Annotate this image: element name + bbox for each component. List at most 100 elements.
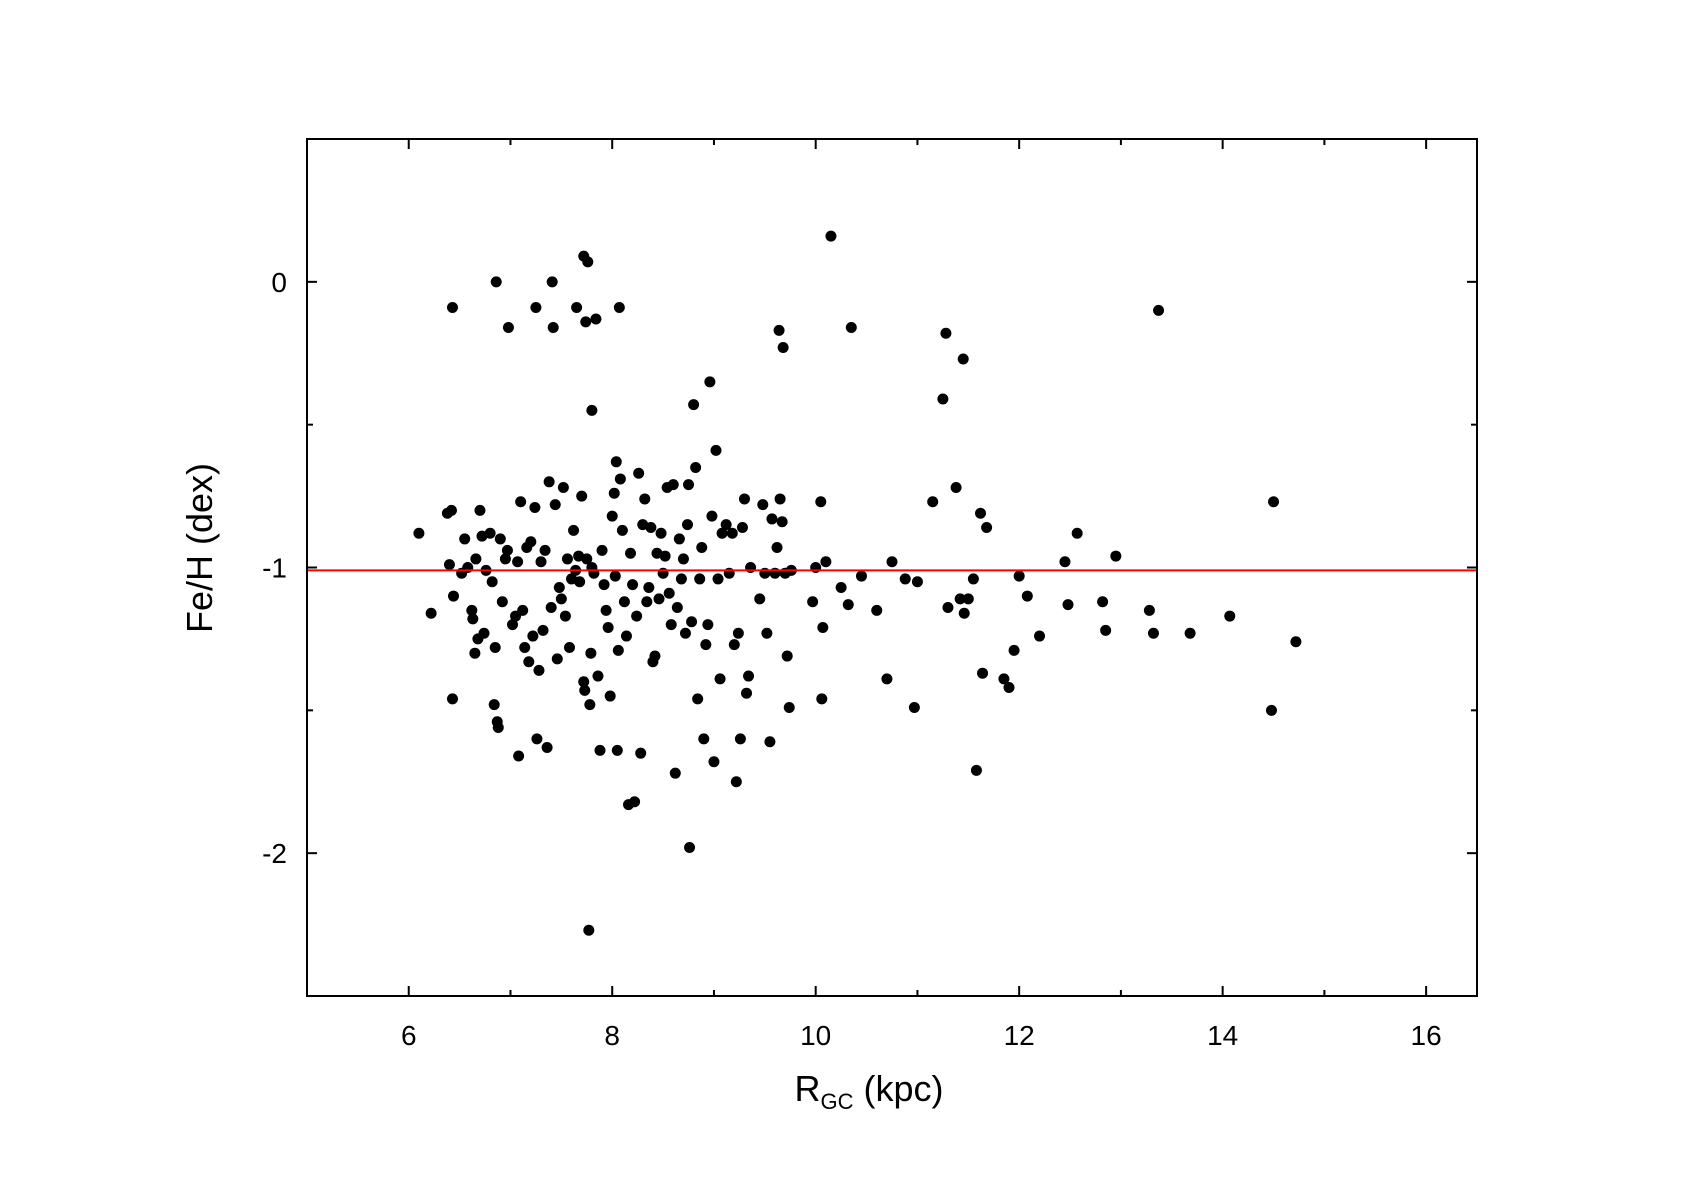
- data-point: [490, 276, 502, 288]
- data-point: [1071, 527, 1083, 539]
- data-point: [561, 553, 573, 565]
- data-point: [553, 581, 565, 593]
- data-point: [981, 522, 993, 534]
- data-point: [998, 673, 1010, 685]
- data-point: [669, 767, 681, 779]
- data-point: [1021, 590, 1033, 602]
- x-axis-title: RGC (kpc): [795, 1068, 944, 1114]
- data-point: [489, 641, 501, 653]
- data-point: [585, 647, 597, 659]
- data-point: [1003, 681, 1015, 693]
- data-point: [855, 570, 867, 582]
- data-point: [690, 462, 702, 474]
- data-point: [571, 302, 583, 314]
- data-point: [757, 499, 769, 511]
- data-point: [807, 596, 819, 608]
- data-point: [975, 507, 987, 519]
- data-point: [1265, 704, 1277, 716]
- data-point: [954, 593, 966, 605]
- x-tick-label: 16: [1411, 1020, 1442, 1051]
- data-point: [710, 444, 722, 456]
- data-point: [671, 601, 683, 613]
- data-point: [1143, 604, 1155, 616]
- data-point: [708, 756, 720, 768]
- data-point: [555, 593, 567, 605]
- data-point: [702, 619, 714, 631]
- data-point: [625, 547, 637, 559]
- data-point: [639, 493, 651, 505]
- data-point: [1184, 627, 1196, 639]
- data-point: [546, 276, 558, 288]
- x-tick-label: 6: [401, 1020, 417, 1051]
- data-point: [766, 513, 778, 525]
- data-point: [641, 596, 653, 608]
- data-point: [694, 573, 706, 585]
- data-point: [820, 556, 832, 568]
- data-point: [496, 596, 508, 608]
- data-point: [736, 522, 748, 534]
- data-point: [886, 556, 898, 568]
- data-point: [579, 684, 591, 696]
- data-point: [549, 499, 561, 511]
- axis-ticks: [307, 139, 1477, 996]
- data-point: [950, 482, 962, 494]
- data-point: [425, 607, 437, 619]
- data-point: [659, 550, 671, 562]
- data-point: [716, 527, 728, 539]
- data-point: [474, 504, 486, 516]
- data-point: [466, 604, 478, 616]
- data-point: [773, 324, 785, 336]
- data-point: [1013, 570, 1025, 582]
- data-point: [574, 576, 586, 588]
- data-point: [712, 573, 724, 585]
- data-point: [507, 619, 519, 631]
- data-point: [478, 627, 490, 639]
- data-point: [563, 641, 575, 653]
- data-point: [525, 536, 537, 548]
- data-point: [655, 527, 667, 539]
- data-point: [908, 701, 920, 713]
- data-point: [842, 599, 854, 611]
- data-point: [942, 601, 954, 613]
- x-tick-label: 8: [604, 1020, 620, 1051]
- data-point: [600, 604, 612, 616]
- data-point: [413, 527, 425, 539]
- data-point: [620, 630, 632, 642]
- data-point: [958, 607, 970, 619]
- x-tick-label: 10: [800, 1020, 831, 1051]
- data-point: [1008, 644, 1020, 656]
- x-axis-title-unit: (kpc): [854, 1068, 944, 1109]
- data-point: [835, 581, 847, 593]
- data-point: [927, 496, 939, 508]
- data-point: [1268, 496, 1280, 508]
- data-point: [523, 656, 535, 668]
- data-point: [957, 353, 969, 365]
- data-point: [696, 542, 708, 554]
- data-point: [592, 670, 604, 682]
- data-point: [515, 496, 527, 508]
- data-point: [616, 524, 628, 536]
- data-point: [627, 579, 639, 591]
- data-point: [815, 496, 827, 508]
- data-point: [608, 487, 620, 499]
- data-point: [633, 467, 645, 479]
- data-point: [467, 613, 479, 625]
- data-point: [501, 544, 513, 556]
- data-point: [578, 676, 590, 688]
- data-point: [783, 701, 795, 713]
- data-point: [459, 533, 471, 545]
- data-point: [667, 479, 679, 491]
- data-point: [911, 576, 923, 588]
- data-point: [446, 302, 458, 314]
- data-point: [1059, 556, 1071, 568]
- data-point: [586, 404, 598, 416]
- data-point: [677, 553, 689, 565]
- data-point: [551, 653, 563, 665]
- data-point: [612, 644, 624, 656]
- data-point: [631, 610, 643, 622]
- data-point: [568, 524, 580, 536]
- data-point: [743, 670, 755, 682]
- data-point: [604, 690, 616, 702]
- data-point: [557, 482, 569, 494]
